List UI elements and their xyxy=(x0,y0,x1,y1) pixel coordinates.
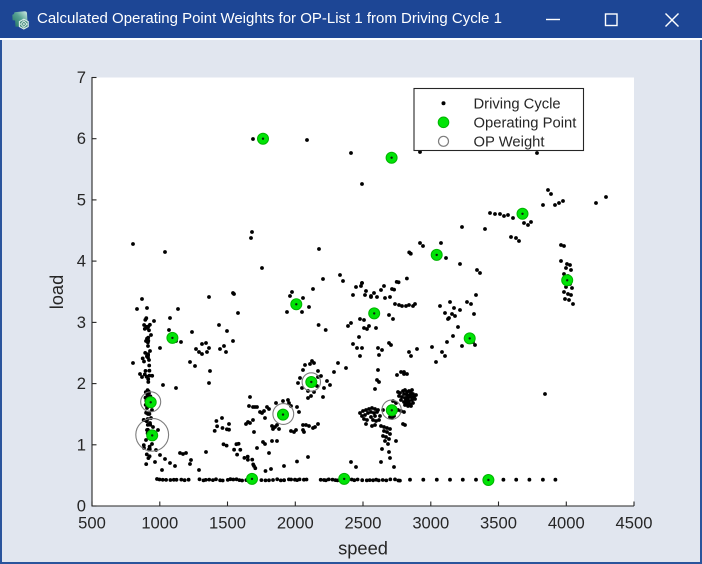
svg-text:Driving Cycle: Driving Cycle xyxy=(474,96,561,112)
svg-text:0: 0 xyxy=(77,497,86,516)
svg-text:5: 5 xyxy=(77,190,86,209)
svg-text:500: 500 xyxy=(78,514,106,533)
svg-text:speed: speed xyxy=(338,538,388,559)
svg-text:2: 2 xyxy=(77,374,86,393)
svg-text:4000: 4000 xyxy=(548,514,585,533)
svg-text:1: 1 xyxy=(77,435,86,454)
svg-text:4500: 4500 xyxy=(616,514,653,533)
svg-text:Operating Point: Operating Point xyxy=(474,115,577,131)
svg-text:2000: 2000 xyxy=(277,514,314,533)
svg-text:6: 6 xyxy=(77,129,86,148)
svg-text:1000: 1000 xyxy=(141,514,178,533)
svg-text:1500: 1500 xyxy=(209,514,246,533)
svg-text:3: 3 xyxy=(77,313,86,332)
svg-text:7: 7 xyxy=(77,68,86,87)
svg-text:4: 4 xyxy=(77,252,86,271)
svg-text:3500: 3500 xyxy=(480,514,517,533)
svg-text:OP Weight: OP Weight xyxy=(474,134,545,150)
svg-text:load: load xyxy=(46,275,67,310)
svg-text:3000: 3000 xyxy=(412,514,449,533)
svg-text:2500: 2500 xyxy=(345,514,382,533)
